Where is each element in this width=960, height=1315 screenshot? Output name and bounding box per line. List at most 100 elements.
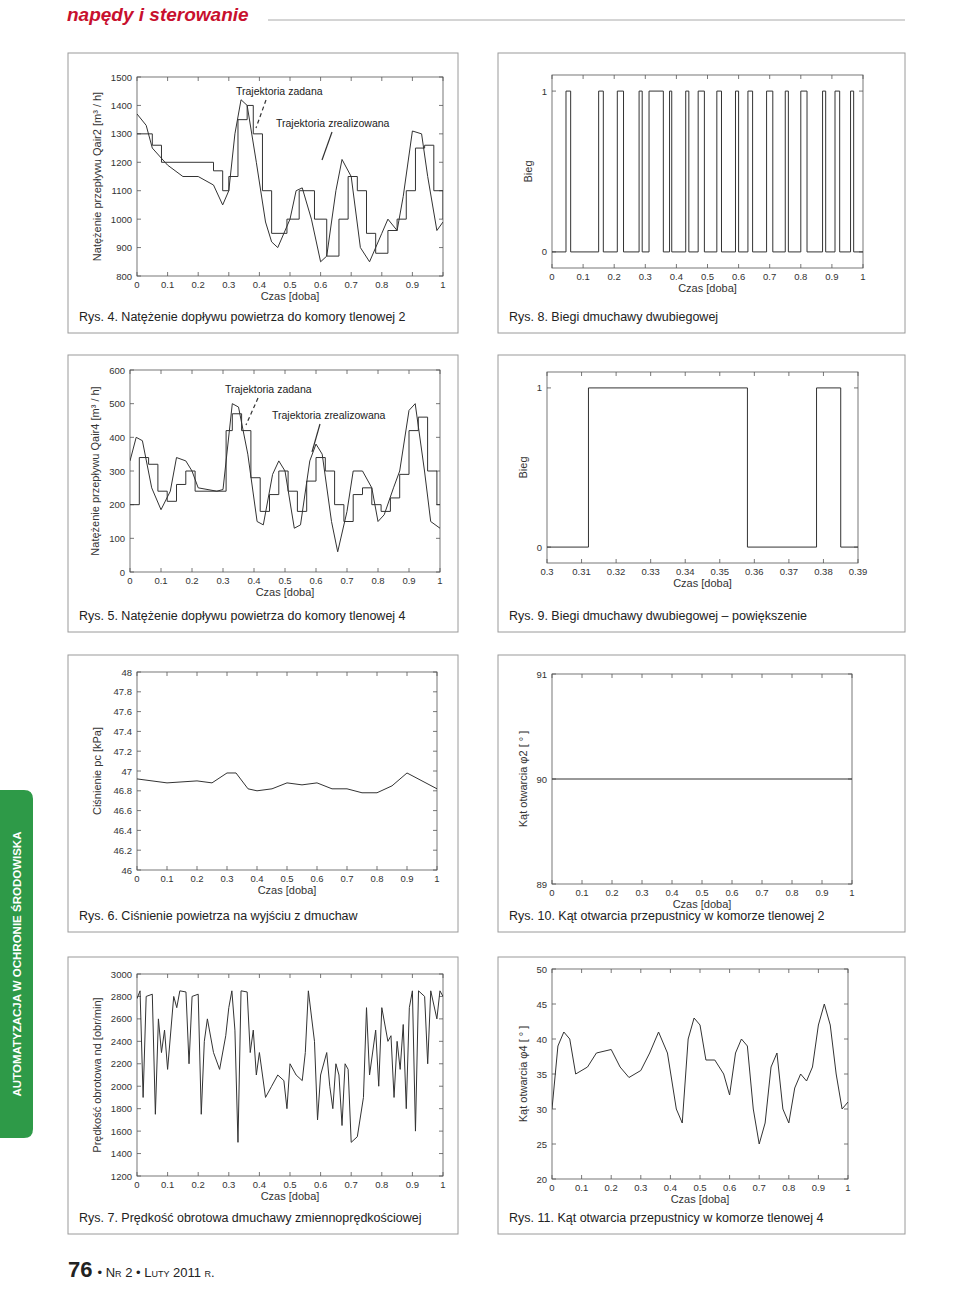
chart: 1200140016001800200022002400260028003000… bbox=[68, 957, 458, 1234]
y-tick bbox=[137, 1153, 141, 1154]
x-tick bbox=[137, 672, 138, 676]
x-tick bbox=[762, 880, 763, 884]
x-tick bbox=[852, 674, 853, 678]
header-rule bbox=[268, 20, 905, 21]
chart: 80090010001100120013001400150000.10.20.3… bbox=[68, 53, 458, 333]
x-tick bbox=[582, 880, 583, 884]
x-tick bbox=[290, 77, 291, 81]
x-tick bbox=[192, 370, 193, 374]
y-tick bbox=[844, 1039, 848, 1040]
x-tick bbox=[227, 866, 228, 870]
x-tick bbox=[702, 880, 703, 884]
y-tick-label: 46 bbox=[121, 865, 132, 876]
x-tick bbox=[672, 674, 673, 678]
y-tick bbox=[439, 1086, 443, 1087]
y-tick bbox=[552, 969, 556, 970]
y-tick bbox=[854, 387, 858, 388]
x-tick-label: 0.1 bbox=[160, 873, 173, 884]
y-tick bbox=[433, 672, 437, 673]
x-tick-label: 0.36 bbox=[745, 566, 764, 577]
panel-frame bbox=[68, 53, 458, 333]
y-tick bbox=[439, 133, 443, 134]
plot-frame bbox=[552, 674, 852, 884]
x-tick bbox=[788, 559, 789, 563]
y-tick bbox=[137, 105, 141, 106]
x-tick-label: 0 bbox=[549, 887, 554, 898]
x-axis-label: Czas [doba] bbox=[673, 577, 732, 589]
x-axis-label: Czas [doba] bbox=[261, 1190, 320, 1202]
y-tick-label: 89 bbox=[536, 879, 547, 890]
panel-frame bbox=[498, 957, 905, 1234]
y-tick bbox=[137, 830, 141, 831]
x-tick bbox=[381, 272, 382, 276]
x-tick-label: 0.32 bbox=[607, 566, 626, 577]
annotation-leader bbox=[256, 100, 266, 128]
x-tick-label: 0.6 bbox=[314, 1179, 327, 1190]
series-line bbox=[130, 404, 440, 552]
y-tick-label: 3000 bbox=[111, 969, 132, 980]
x-tick bbox=[707, 264, 708, 268]
y-tick bbox=[130, 471, 134, 472]
x-tick-label: 0.6 bbox=[310, 873, 323, 884]
x-tick bbox=[381, 77, 382, 81]
x-tick-label: 1 bbox=[860, 271, 865, 282]
plot-frame bbox=[137, 672, 437, 870]
x-tick-label: 0.6 bbox=[309, 575, 322, 586]
x-tick bbox=[351, 272, 352, 276]
x-tick-label: 0.2 bbox=[185, 575, 198, 586]
caption: Rys. 4. Natężenie dopływu powietrza do k… bbox=[79, 310, 406, 324]
x-tick-label: 0.2 bbox=[192, 1179, 205, 1190]
x-tick bbox=[848, 1175, 849, 1179]
x-tick bbox=[583, 75, 584, 79]
x-tick-label: 0.9 bbox=[406, 1179, 419, 1190]
data-group bbox=[137, 773, 437, 793]
x-tick bbox=[672, 880, 673, 884]
x-tick bbox=[443, 77, 444, 81]
x-tick bbox=[437, 672, 438, 676]
y-tick-label: 46.2 bbox=[114, 845, 133, 856]
x-tick bbox=[707, 75, 708, 79]
x-tick bbox=[137, 866, 138, 870]
x-tick bbox=[351, 974, 352, 978]
x-tick bbox=[792, 880, 793, 884]
panel-frame bbox=[498, 655, 905, 932]
x-tick bbox=[440, 370, 441, 374]
x-tick bbox=[317, 672, 318, 676]
x-tick-label: 0.8 bbox=[370, 873, 383, 884]
y-tick bbox=[137, 790, 141, 791]
y-tick bbox=[436, 403, 440, 404]
y-tick bbox=[552, 91, 556, 92]
side-label: AUTOMATYZACJA W OCHRONIE ŚRODOWISKA bbox=[11, 832, 23, 1097]
y-tick-label: 0 bbox=[120, 567, 125, 578]
x-tick-label: 0.8 bbox=[375, 279, 388, 290]
x-tick bbox=[347, 568, 348, 572]
x-tick-label: 0.8 bbox=[371, 575, 384, 586]
x-tick bbox=[581, 1175, 582, 1179]
y-tick bbox=[439, 162, 443, 163]
y-tick bbox=[433, 771, 437, 772]
x-tick bbox=[547, 372, 548, 376]
x-tick bbox=[259, 974, 260, 978]
x-tick bbox=[552, 969, 553, 973]
x-tick bbox=[732, 880, 733, 884]
x-tick bbox=[616, 559, 617, 563]
x-tick bbox=[412, 974, 413, 978]
x-tick bbox=[800, 264, 801, 268]
x-tick-label: 0.3 bbox=[222, 1179, 235, 1190]
y-tick-label: 25 bbox=[536, 1139, 547, 1150]
x-tick-label: 1 bbox=[437, 575, 442, 586]
x-tick bbox=[738, 264, 739, 268]
y-tick bbox=[137, 77, 141, 78]
y-tick-label: 2400 bbox=[111, 1036, 132, 1047]
x-tick bbox=[759, 1175, 760, 1179]
x-tick-label: 0.31 bbox=[572, 566, 591, 577]
x-tick bbox=[381, 974, 382, 978]
footer: 76• Nr 2 • Luty 2011 r. bbox=[68, 1257, 215, 1282]
y-tick bbox=[433, 790, 437, 791]
y-tick bbox=[439, 1018, 443, 1019]
x-tick bbox=[317, 866, 318, 870]
x-tick bbox=[412, 77, 413, 81]
chart: 010.30.310.320.330.340.350.360.370.380.3… bbox=[498, 355, 905, 632]
x-tick-label: 0.8 bbox=[782, 1182, 795, 1193]
x-tick bbox=[702, 674, 703, 678]
